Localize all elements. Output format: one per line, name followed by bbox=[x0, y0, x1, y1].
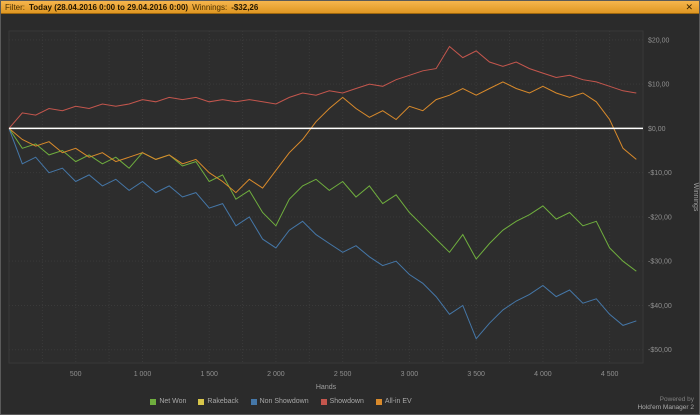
x-tick-label: 3 000 bbox=[401, 371, 419, 378]
legend-item-all-in-ev[interactable]: All-in EV bbox=[375, 398, 412, 405]
legend-label-net-won: Net Won bbox=[159, 398, 187, 405]
y-tick-label: -$30,00 bbox=[648, 259, 672, 266]
legend-label-non-showdown: Non Showdown bbox=[259, 398, 309, 405]
x-axis-title: Hands bbox=[316, 384, 337, 391]
winnings-chart: 500 1 000 1 500 2 000 2 500 3 000 3 500 4 000 4 … bbox=[8, 30, 699, 391]
legend-item-showdown[interactable]: Showdown bbox=[320, 398, 364, 405]
y-tick-label: $10,00 bbox=[648, 82, 670, 89]
y-tick-label: -$20,00 bbox=[648, 214, 672, 221]
legend-item-rakeback[interactable]: Rakeback bbox=[198, 398, 239, 405]
x-tick-label: 4 000 bbox=[534, 371, 552, 378]
y-tick-label: -$10,00 bbox=[648, 170, 672, 177]
y-axis-title: Winnings bbox=[692, 183, 699, 212]
series-non-showdown bbox=[8, 128, 637, 340]
series-all-in-ev bbox=[8, 81, 637, 194]
powered-by-text: Powered by bbox=[659, 396, 694, 403]
y-tick-label: $20,00 bbox=[648, 37, 670, 44]
winnings-value: -$32,26 bbox=[231, 2, 259, 12]
legend-label-showdown: Showdown bbox=[329, 398, 364, 405]
y-tick-label: -$50,00 bbox=[648, 347, 672, 354]
legend-swatch-all-in-ev bbox=[375, 398, 382, 405]
legend-item-net-won[interactable]: Net Won bbox=[150, 398, 186, 405]
x-tick-label: 2 500 bbox=[334, 371, 352, 378]
brand-text: Hold'em Manager 2 bbox=[637, 403, 694, 411]
x-tick-label: 1 500 bbox=[200, 371, 218, 378]
winnings-label: Winnings: bbox=[192, 2, 228, 12]
legend-item-non-showdown[interactable]: Non Showdown bbox=[250, 398, 309, 405]
x-tick-label: 2 000 bbox=[267, 371, 285, 378]
legend-swatch-showdown bbox=[320, 398, 327, 405]
plot-area bbox=[8, 30, 644, 364]
legend-swatch-non-showdown bbox=[250, 398, 257, 405]
powered-by: Powered by Hold'em Manager 2 bbox=[637, 396, 694, 412]
x-tick-label: 4 500 bbox=[601, 371, 619, 378]
chart-legend: Net Won Rakeback Non Showdown Showdown All-i… bbox=[1, 398, 561, 405]
legend-swatch-net-won bbox=[150, 398, 157, 405]
filter-range: Today (28.04.2016 0:00 to 29.04.2016 0:0… bbox=[29, 2, 189, 12]
legend-swatch-rakeback bbox=[198, 398, 205, 405]
x-tick-label: 1 000 bbox=[134, 371, 152, 378]
x-tick-label: 3 500 bbox=[467, 371, 485, 378]
filter-label: Filter: bbox=[5, 2, 25, 12]
legend-label-all-in-ev: All-in EV bbox=[384, 398, 412, 405]
legend-label-rakeback: Rakeback bbox=[207, 398, 239, 405]
x-tick-label: 500 bbox=[70, 371, 82, 378]
close-icon[interactable]: ✕ bbox=[685, 1, 693, 12]
y-tick-label: $0,00 bbox=[648, 126, 666, 133]
y-tick-label: -$40,00 bbox=[648, 303, 672, 310]
series-net-won bbox=[8, 128, 637, 272]
series-showdown bbox=[8, 45, 637, 129]
filter-titlebar: Filter: Today (28.04.2016 0:00 to 29.04.… bbox=[1, 1, 699, 14]
